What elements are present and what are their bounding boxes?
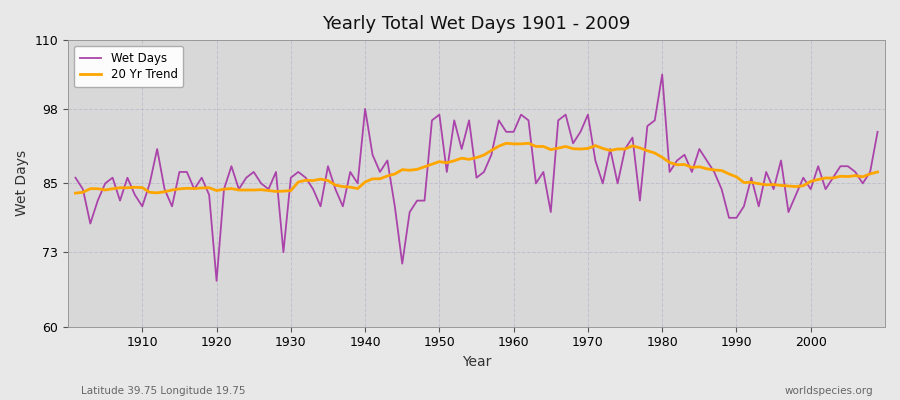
Legend: Wet Days, 20 Yr Trend: Wet Days, 20 Yr Trend [74,46,184,87]
Text: Latitude 39.75 Longitude 19.75: Latitude 39.75 Longitude 19.75 [81,386,246,396]
20 Yr Trend [70,191,81,196]
Wet Days [130,192,140,197]
Y-axis label: Wet Days: Wet Days [15,150,29,216]
Wet Days [212,278,222,283]
20 Yr Trend [605,148,616,153]
Wet Days [345,170,356,174]
Wet Days [657,72,668,77]
Line: 20 Yr Trend: 20 Yr Trend [76,143,878,193]
Wet Days [70,175,81,180]
Wet Days [516,112,526,117]
Text: worldspecies.org: worldspecies.org [785,386,873,396]
20 Yr Trend [500,141,511,146]
X-axis label: Year: Year [462,355,491,369]
Wet Days [301,175,311,180]
Wet Days [872,130,883,134]
20 Yr Trend [872,170,883,174]
20 Yr Trend [292,180,303,184]
Wet Days [508,130,519,134]
20 Yr Trend [508,142,519,146]
20 Yr Trend [516,142,526,146]
20 Yr Trend [338,184,348,189]
Title: Yearly Total Wet Days 1901 - 2009: Yearly Total Wet Days 1901 - 2009 [322,15,631,33]
20 Yr Trend [130,185,140,190]
Wet Days [605,147,616,152]
Line: Wet Days: Wet Days [76,74,878,281]
